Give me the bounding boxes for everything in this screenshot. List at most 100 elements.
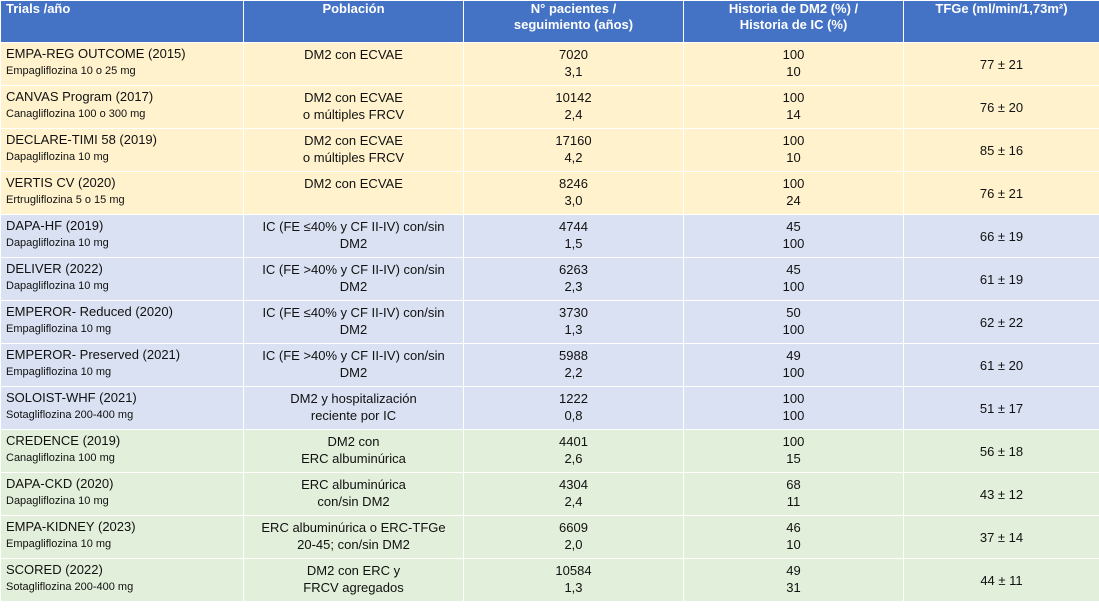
tfge-cell: 51 ± 17 xyxy=(903,386,1099,430)
table-row: SOLOIST-WHF (2021) Sotagliflozina 200-400… xyxy=(0,386,1099,430)
pacientes-cell: 6263 2,3 xyxy=(463,257,684,301)
header-row: Trials /año Población N° pacientes / seg… xyxy=(0,0,1099,43)
seguimiento: 2,4 xyxy=(564,107,583,122)
historia-wrap: 100 15 xyxy=(688,430,899,467)
historia-ic: 31 xyxy=(786,580,801,595)
trial-cell: DELIVER (2022) Dapagliflozina 10 mg xyxy=(0,257,244,301)
header-pacientes: N° pacientes / seguimiento (años) xyxy=(463,0,684,43)
tfge-cell: 61 ± 19 xyxy=(903,257,1099,301)
pacientes-cell: 10584 1,3 xyxy=(463,558,684,602)
poblacion-cell: DM2 y hospitalización reciente por IC xyxy=(243,386,464,430)
table-row: EMPEROR- Preserved (2021) Empagliflozina … xyxy=(0,343,1099,387)
historia-ic: 100 xyxy=(782,236,805,251)
tfge-cell: 66 ± 19 xyxy=(903,214,1099,258)
poblacion-line: DM2 xyxy=(339,365,368,380)
trial-drug: Dapagliflozina 10 mg xyxy=(6,495,109,507)
poblacion-line: DM2 con ECVAE xyxy=(304,176,403,191)
table-row: DAPA-HF (2019) Dapagliflozina 10 mg IC (FE… xyxy=(0,214,1099,258)
poblacion-wrap: ERC albuminúrica con/sin DM2 xyxy=(248,473,459,510)
trial-drug: Dapagliflozina 10 mg xyxy=(6,237,109,249)
historia-dm2: 100 xyxy=(782,176,805,191)
tfge-cell: 77 ± 21 xyxy=(903,42,1099,86)
n-pacientes: 5988 xyxy=(559,348,588,363)
poblacion-line: DM2 xyxy=(339,236,368,251)
historia-wrap: 100 100 xyxy=(688,387,899,424)
pacientes-cell: 6609 2,0 xyxy=(463,515,684,559)
historia-dm2: 100 xyxy=(782,47,805,62)
trial-name: SCORED (2022) xyxy=(6,562,103,577)
table-row: VERTIS CV (2020) Ertrugliflozina 5 o 15 m… xyxy=(0,171,1099,215)
n-pacientes: 4401 xyxy=(559,434,588,449)
historia-cell: 100 100 xyxy=(683,386,904,430)
poblacion-line: DM2 con ECVAE xyxy=(304,133,403,148)
historia-cell: 49 31 xyxy=(683,558,904,602)
n-pacientes: 4304 xyxy=(559,477,588,492)
trial-cell: SCORED (2022) Sotagliflozina 200-400 mg xyxy=(0,558,244,602)
pacientes-wrap: 4304 2,4 xyxy=(468,473,679,510)
tfge-cell: 76 ± 20 xyxy=(903,85,1099,129)
historia-cell: 100 10 xyxy=(683,42,904,86)
poblacion-wrap: IC (FE ≤40% y CF II-IV) con/sin DM2 xyxy=(248,215,459,252)
poblacion-line: DM2 xyxy=(339,322,368,337)
poblacion-wrap: DM2 con ERC y FRCV agregados xyxy=(248,559,459,596)
header-trials: Trials /año xyxy=(0,0,244,43)
historia-ic: 100 xyxy=(782,408,805,423)
historia-cell: 45 100 xyxy=(683,214,904,258)
poblacion-line: ERC albuminúrica o ERC-TFGe xyxy=(261,520,446,535)
historia-dm2: 100 xyxy=(782,133,805,148)
historia-wrap: 46 10 xyxy=(688,516,899,553)
poblacion-cell: ERC albuminúrica con/sin DM2 xyxy=(243,472,464,516)
poblacion-cell: IC (FE >40% y CF II-IV) con/sin DM2 xyxy=(243,343,464,387)
tfge-cell: 76 ± 21 xyxy=(903,171,1099,215)
historia-cell: 45 100 xyxy=(683,257,904,301)
trial-cell: VERTIS CV (2020) Ertrugliflozina 5 o 15 m… xyxy=(0,171,244,215)
historia-wrap: 100 24 xyxy=(688,172,899,209)
pacientes-cell: 1222 0,8 xyxy=(463,386,684,430)
trial-cell: DAPA-HF (2019) Dapagliflozina 10 mg xyxy=(0,214,244,258)
historia-dm2: 46 xyxy=(786,520,801,535)
trial-cell: EMPEROR- Reduced (2020) Empagliflozina 10… xyxy=(0,300,244,344)
historia-ic: 15 xyxy=(786,451,801,466)
trial-name: DAPA-HF (2019) xyxy=(6,218,104,233)
header-pacientes-line1: N° pacientes / xyxy=(530,1,617,16)
pacientes-wrap: 5988 2,2 xyxy=(468,344,679,381)
poblacion-wrap: DM2 con ECVAE xyxy=(248,172,459,192)
trial-drug: Empagliflozina 10 mg xyxy=(6,366,112,378)
n-pacientes: 3730 xyxy=(559,305,588,320)
trial-drug: Canagliflozina 100 mg xyxy=(6,452,115,464)
n-pacientes: 7020 xyxy=(559,47,588,62)
trial-drug: Empagliflozina 10 o 25 mg xyxy=(6,65,136,77)
header-historia: Historia de DM2 (%) / Historia de IC (%) xyxy=(683,0,904,43)
trial-name: EMPEROR- Reduced (2020) xyxy=(6,304,173,319)
poblacion-line: 20-45; con/sin DM2 xyxy=(297,537,410,552)
table-row: EMPA-REG OUTCOME (2015) Empagliflozina 10… xyxy=(0,42,1099,86)
trial-cell: CREDENCE (2019) Canagliflozina 100 mg xyxy=(0,429,244,473)
n-pacientes: 4744 xyxy=(559,219,588,234)
poblacion-line: IC (FE >40% y CF II-IV) con/sin xyxy=(262,262,445,277)
n-pacientes: 8246 xyxy=(559,176,588,191)
trial-drug: Dapagliflozina 10 mg xyxy=(6,151,109,163)
poblacion-cell: IC (FE >40% y CF II-IV) con/sin DM2 xyxy=(243,257,464,301)
historia-dm2: 45 xyxy=(786,262,801,277)
trial-cell: SOLOIST-WHF (2021) Sotagliflozina 200-400… xyxy=(0,386,244,430)
seguimiento: 4,2 xyxy=(564,150,583,165)
historia-ic: 100 xyxy=(782,322,805,337)
trial-cell: DAPA-CKD (2020) Dapagliflozina 10 mg xyxy=(0,472,244,516)
table-row: EMPA-KIDNEY (2023) Empagliflozina 10 mg ER… xyxy=(0,515,1099,559)
poblacion-line: o múltiples FRCV xyxy=(302,107,405,122)
tfge-cell: 62 ± 22 xyxy=(903,300,1099,344)
trial-drug: Empagliflozina 10 mg xyxy=(6,323,112,335)
historia-ic: 10 xyxy=(786,64,801,79)
seguimiento: 1,5 xyxy=(564,236,583,251)
n-pacientes: 6609 xyxy=(559,520,588,535)
header-historia-line2: Historia de IC (%) xyxy=(739,17,848,32)
poblacion-line: IC (FE >40% y CF II-IV) con/sin xyxy=(262,348,445,363)
pacientes-wrap: 6263 2,3 xyxy=(468,258,679,295)
pacientes-cell: 4744 1,5 xyxy=(463,214,684,258)
historia-wrap: 45 100 xyxy=(688,215,899,252)
historia-wrap: 100 14 xyxy=(688,86,899,123)
trial-name: EMPA-REG OUTCOME (2015) xyxy=(6,46,186,61)
poblacion-wrap: IC (FE >40% y CF II-IV) con/sin DM2 xyxy=(248,258,459,295)
tfge-cell: 37 ± 14 xyxy=(903,515,1099,559)
poblacion-line: IC (FE ≤40% y CF II-IV) con/sin xyxy=(262,219,445,234)
